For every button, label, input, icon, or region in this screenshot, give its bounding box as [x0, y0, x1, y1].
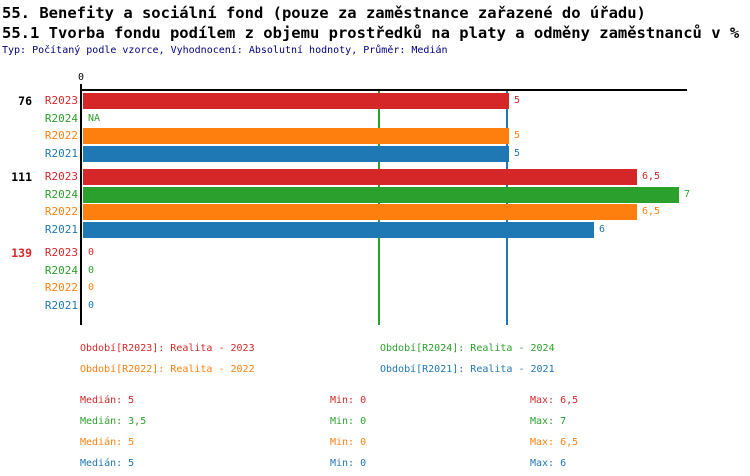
stat-min-R2021: Min: 0: [330, 458, 367, 469]
chart-title: 55. Benefity a sociální fond (pouze za z…: [2, 4, 646, 22]
value-label-139-R2021: 0: [88, 300, 95, 311]
stat-max-R2021: Max: 6: [530, 458, 567, 469]
series-label-139-R2021: R2021: [44, 299, 78, 312]
value-label-76-R2023: 5: [514, 95, 521, 106]
bar-76-R2022: [83, 128, 509, 144]
bar-111-R2024: [83, 187, 679, 203]
x-axis-origin-tick-label: 0: [77, 72, 85, 83]
bar-111-R2023: [83, 169, 637, 185]
stat-median-R2024: Medián: 3,5: [80, 416, 147, 427]
series-label-111-R2022: R2022: [44, 205, 78, 218]
series-label-111-R2024: R2024: [44, 188, 78, 201]
value-label-111-R2022: 6,5: [642, 206, 661, 217]
y-axis-line: [80, 84, 82, 325]
group-label-111: 111: [11, 170, 32, 184]
stat-min-R2023: Min: 0: [330, 395, 367, 406]
series-label-76-R2023: R2023: [44, 94, 78, 107]
stat-max-R2023: Max: 6,5: [530, 395, 579, 406]
bar-111-R2022: [83, 204, 637, 220]
x-axis-line: [80, 89, 687, 91]
value-label-139-R2024: 0: [88, 265, 95, 276]
group-label-76: 76: [18, 94, 32, 108]
value-label-76-R2021: 5: [514, 148, 521, 159]
value-label-139-R2023: 0: [88, 247, 95, 258]
stat-max-R2024: Max: 7: [530, 416, 567, 427]
series-label-139-R2024: R2024: [44, 264, 78, 277]
bar-76-R2021: [83, 146, 509, 162]
stat-median-R2023: Medián: 5: [80, 395, 135, 406]
chart-meta-info: Typ: Počítaný podle vzorce, Vyhodnocení:…: [2, 45, 448, 56]
value-label-76-R2022: 5: [514, 130, 521, 141]
value-label-76-R2024: NA: [88, 113, 101, 124]
series-label-111-R2023: R2023: [44, 170, 78, 183]
series-label-139-R2022: R2022: [44, 281, 78, 294]
series-label-76-R2022: R2022: [44, 129, 78, 142]
legend-item-R2022: Období[R2022]: Realita - 2022: [80, 364, 255, 375]
legend-item-R2021: Období[R2021]: Realita - 2021: [380, 364, 555, 375]
legend-item-R2024: Období[R2024]: Realita - 2024: [380, 343, 555, 354]
stat-min-R2024: Min: 0: [330, 416, 367, 427]
value-label-139-R2022: 0: [88, 282, 95, 293]
value-label-111-R2024: 7: [684, 189, 691, 200]
bar-111-R2021: [83, 222, 594, 238]
series-label-139-R2023: R2023: [44, 246, 78, 259]
group-label-139: 139: [11, 246, 32, 260]
stat-median-R2022: Medián: 5: [80, 437, 135, 448]
legend-item-R2023: Období[R2023]: Realita - 2023: [80, 343, 255, 354]
stat-min-R2022: Min: 0: [330, 437, 367, 448]
bar-76-R2023: [83, 93, 509, 109]
stat-median-R2021: Medián: 5: [80, 458, 135, 469]
series-label-111-R2021: R2021: [44, 223, 78, 236]
series-label-76-R2024: R2024: [44, 112, 78, 125]
stat-max-R2022: Max: 6,5: [530, 437, 579, 448]
value-label-111-R2021: 6: [599, 224, 606, 235]
series-label-76-R2021: R2021: [44, 147, 78, 160]
chart-subtitle: 55.1 Tvorba fondu podílem z objemu prost…: [2, 24, 740, 42]
value-label-111-R2023: 6,5: [642, 171, 661, 182]
